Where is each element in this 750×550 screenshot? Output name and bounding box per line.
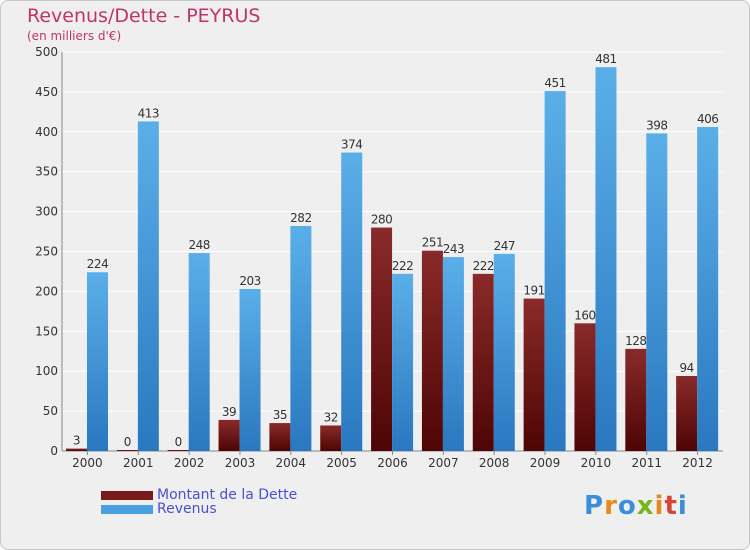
x-tick-label: 2003	[225, 456, 256, 470]
bar-revenus	[595, 67, 617, 452]
data-label-revenus: 247	[494, 239, 515, 253]
logo-letter: i	[654, 491, 665, 521]
bar-revenus	[341, 152, 363, 451]
bar-revenus	[188, 253, 210, 451]
data-label-dette: 39	[222, 405, 236, 419]
x-tick-label: 2012	[682, 456, 713, 470]
x-tick-label: 2006	[377, 456, 408, 470]
data-label-revenus: 224	[87, 257, 108, 271]
data-label-dette: 0	[124, 435, 131, 449]
bar-dette	[371, 227, 393, 451]
logo-letter: P	[584, 491, 605, 521]
x-tick-label: 2011	[631, 456, 662, 470]
y-tick-label: 50	[43, 404, 58, 418]
data-label-revenus: 243	[443, 242, 464, 256]
x-tick-label: 2009	[530, 456, 561, 470]
bar-revenus	[544, 91, 566, 452]
x-tick-label: 2002	[174, 456, 205, 470]
x-tick-label: 2008	[479, 456, 510, 470]
chart-title: Revenus/Dette - PEYRUS	[27, 5, 261, 27]
bar-revenus	[239, 289, 261, 451]
y-tick-label: 0	[50, 444, 58, 458]
data-label-dette: 222	[473, 259, 494, 273]
y-tick-label: 200	[35, 284, 58, 298]
chart-subtitle: (en milliers d'€)	[27, 29, 122, 43]
data-label-revenus: 282	[290, 211, 311, 225]
data-label-revenus: 406	[697, 112, 718, 126]
logo-letter: x	[636, 491, 655, 521]
data-label-dette: 3	[73, 434, 80, 448]
bar-revenus	[646, 133, 668, 451]
data-label-revenus: 222	[392, 259, 413, 273]
legend-item-dette: Montant de la Dette	[101, 487, 297, 503]
bar-dette	[218, 419, 240, 451]
data-label-revenus: 481	[595, 52, 616, 66]
data-label-revenus: 451	[544, 76, 565, 90]
x-tick-label: 2007	[428, 456, 459, 470]
bar-revenus	[392, 273, 414, 451]
bar-dette	[523, 298, 545, 451]
bar-revenus	[697, 127, 719, 452]
data-label-dette: 94	[680, 361, 694, 375]
bar-dette	[269, 423, 291, 451]
data-label-dette: 191	[523, 284, 544, 298]
bar-revenus	[442, 257, 464, 451]
y-tick-label: 300	[35, 205, 58, 219]
y-tick-label: 450	[35, 85, 58, 99]
legend-label-revenus: Revenus	[157, 501, 217, 517]
data-label-dette: 0	[175, 435, 182, 449]
data-label-dette: 32	[324, 410, 338, 424]
bar-dette	[421, 250, 443, 451]
x-tick-label: 2005	[326, 456, 357, 470]
bar-revenus	[493, 253, 515, 451]
data-label-dette: 280	[371, 213, 392, 227]
bar-revenus	[87, 272, 108, 451]
data-label-revenus: 374	[341, 138, 362, 152]
proxiti-logo: Proxiti	[584, 491, 688, 521]
y-tick-label: 500	[35, 45, 58, 59]
data-label-revenus: 203	[239, 274, 260, 288]
data-label-dette: 160	[574, 308, 595, 322]
bar-revenus	[137, 121, 159, 452]
bar-dette	[574, 323, 596, 451]
x-tick-label: 2001	[123, 456, 154, 470]
data-label-revenus: 398	[646, 118, 667, 132]
logo-letter: i	[677, 491, 688, 521]
legend-label-dette: Montant de la Dette	[157, 487, 298, 503]
bar-dette	[66, 448, 87, 451]
y-tick-label: 150	[35, 324, 58, 338]
y-tick-label: 350	[35, 165, 58, 179]
bar-dette	[116, 450, 138, 451]
legend-swatch-dette	[101, 490, 153, 500]
x-tick-label: 2004	[276, 456, 307, 470]
bar-dette	[472, 273, 494, 451]
y-tick-label: 100	[35, 364, 58, 378]
data-label-dette: 251	[422, 236, 443, 250]
data-label-revenus: 248	[188, 238, 209, 252]
bar-dette	[320, 425, 342, 451]
x-tick-label: 2000	[72, 456, 103, 470]
bar-revenus	[290, 225, 312, 451]
data-label-dette: 128	[625, 334, 646, 348]
legend-item-revenus: Revenus	[101, 501, 217, 517]
bar-dette	[167, 450, 189, 451]
logo-letter: t	[664, 491, 678, 521]
logo-letter: o	[617, 491, 637, 521]
logo-letter: r	[604, 491, 618, 521]
data-label-revenus: 413	[138, 106, 159, 120]
y-tick-label: 250	[35, 245, 58, 259]
x-tick-label: 2010	[581, 456, 612, 470]
data-label-dette: 35	[273, 408, 287, 422]
bar-dette	[676, 375, 698, 451]
bar-dette	[625, 348, 647, 451]
legend-swatch-revenus	[101, 504, 153, 514]
y-tick-label: 400	[35, 125, 58, 139]
